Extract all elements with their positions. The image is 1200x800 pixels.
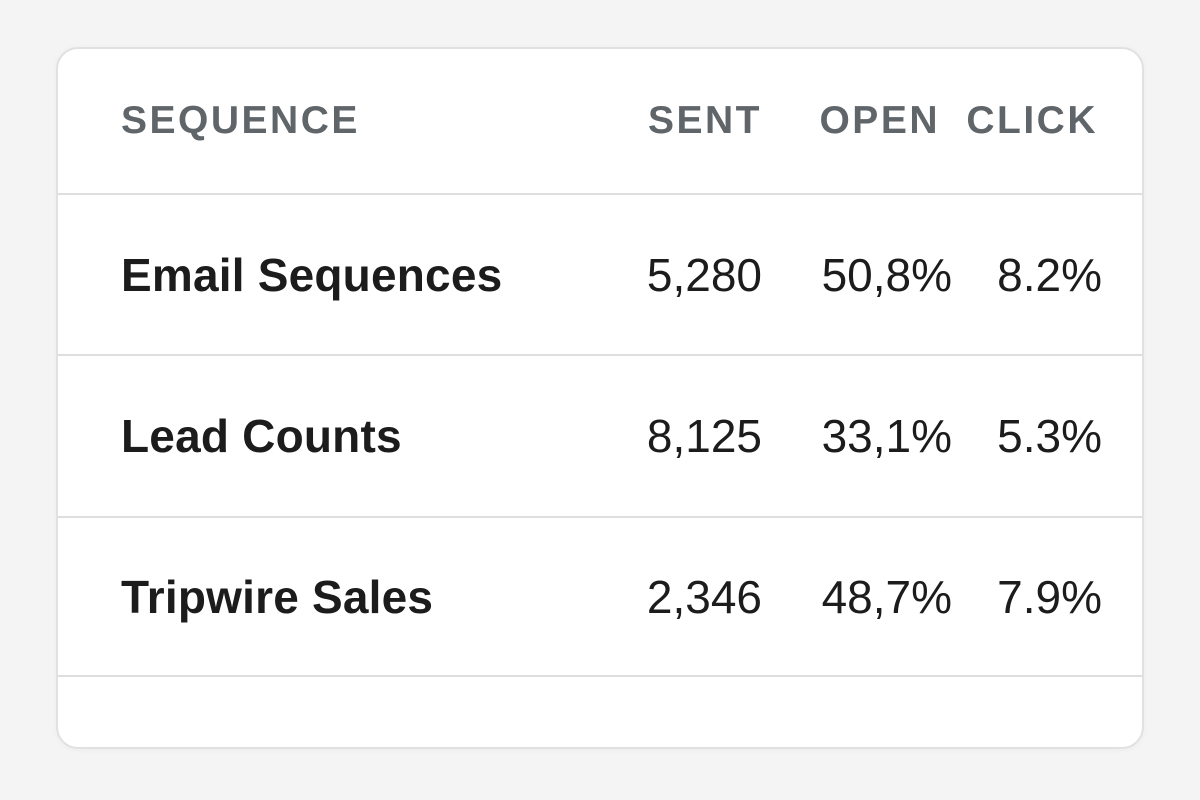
column-header-sequence[interactable]: SEQUENCE xyxy=(121,99,360,142)
table-row[interactable]: Lead Counts 8,125 33,1% 5.3% xyxy=(58,356,1142,518)
column-header-click[interactable]: CLICK xyxy=(966,99,1098,142)
sent-count: 2,346 xyxy=(646,570,762,623)
sequence-name: Tripwire Sales xyxy=(121,570,434,623)
click-rate: 5.3% xyxy=(997,410,1102,462)
open-rate: 48,7% xyxy=(821,570,952,623)
column-header-sent[interactable]: SENT xyxy=(647,99,762,142)
sent-count: 5,280 xyxy=(646,248,762,301)
sequence-name: Lead Counts xyxy=(121,410,402,462)
empty-table-row xyxy=(58,677,1142,747)
sequence-name: Email Sequences xyxy=(121,248,503,301)
sequence-stats-table: SEQUENCE SENT OPEN CLICK Email Sequences… xyxy=(56,47,1144,749)
click-rate: 7.9% xyxy=(997,570,1102,623)
sent-count: 8,125 xyxy=(646,410,762,462)
table-row[interactable]: Email Sequences 5,280 50,8% 8.2% xyxy=(58,195,1142,356)
table-row[interactable]: Tripwire Sales 2,346 48,7% 7.9% xyxy=(58,518,1142,677)
open-rate: 33,1% xyxy=(821,410,952,462)
column-header-open[interactable]: OPEN xyxy=(819,99,940,142)
click-rate: 8.2% xyxy=(997,248,1102,301)
table-header: SEQUENCE SENT OPEN CLICK xyxy=(58,49,1142,195)
open-rate: 50,8% xyxy=(821,248,952,301)
